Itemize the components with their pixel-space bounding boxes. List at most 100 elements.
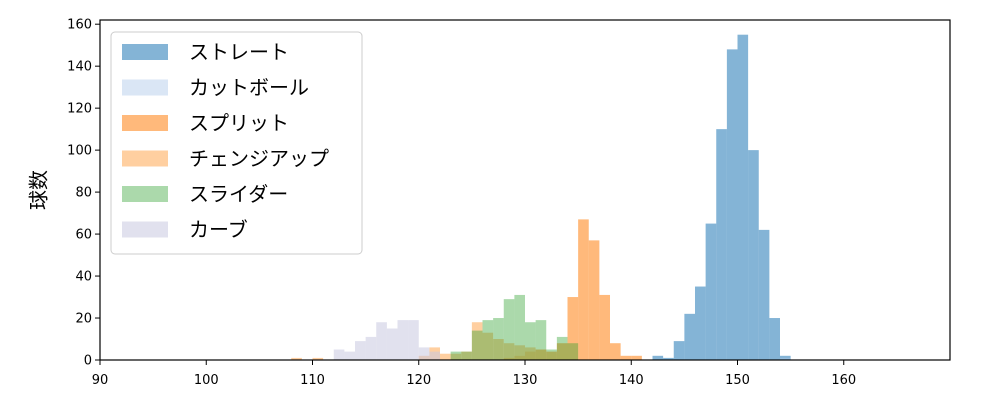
x-tick-label: 110 — [300, 373, 325, 388]
bar — [726, 49, 738, 360]
x-axis: 90 100 110 120 130 140 150 160 — [92, 360, 856, 388]
legend-item: スプリット — [122, 111, 289, 135]
bar — [493, 339, 504, 360]
bar — [673, 341, 685, 360]
bar — [386, 328, 398, 360]
x-tick-label: 140 — [619, 373, 644, 388]
legend-item: カーブ — [122, 218, 248, 242]
bar — [397, 320, 409, 360]
x-tick-label: 150 — [725, 373, 750, 388]
y-tick-label: 40 — [75, 270, 92, 285]
legend-swatch — [122, 79, 168, 96]
bar — [546, 353, 557, 360]
bar — [440, 353, 451, 360]
legend-label: スプリット — [189, 111, 289, 135]
bar — [599, 294, 610, 360]
bar — [493, 318, 504, 360]
y-tick-label: 80 — [75, 186, 92, 201]
bar — [695, 286, 706, 360]
bar — [525, 347, 536, 360]
legend-swatch — [122, 186, 168, 202]
bar — [716, 129, 727, 360]
y-tick-label: 160 — [67, 18, 92, 33]
bar — [503, 299, 515, 360]
bar — [652, 355, 664, 360]
y-tick-label: 60 — [75, 228, 92, 243]
series-2 — [780, 357, 791, 360]
y-tick-label: 140 — [67, 60, 92, 75]
bar — [418, 347, 430, 360]
bar — [461, 351, 472, 360]
y-axis-title: 球数 — [27, 170, 51, 210]
legend-item: スライダー — [122, 182, 288, 206]
y-tick-label: 20 — [75, 312, 92, 327]
legend-label: カーブ — [189, 218, 248, 242]
bars-layer — [291, 34, 791, 361]
x-tick-label: 100 — [194, 373, 219, 388]
legend-item: チェンジアップ — [122, 147, 329, 171]
legend-swatch — [122, 150, 168, 167]
bar — [291, 357, 302, 360]
bar — [535, 349, 547, 360]
bar — [556, 336, 568, 360]
bar — [758, 229, 770, 360]
bar — [737, 34, 749, 361]
bar — [333, 349, 345, 360]
legend-swatch — [122, 44, 168, 60]
bar — [546, 349, 557, 360]
legend-swatch — [122, 221, 168, 238]
bar — [482, 320, 494, 360]
legend-item: カットボール — [122, 76, 309, 100]
bar — [567, 297, 579, 360]
legend-label: チェンジアップ — [189, 147, 329, 171]
bar — [748, 150, 759, 360]
bar — [514, 294, 525, 360]
bar — [620, 355, 632, 360]
bar — [780, 355, 791, 360]
x-tick-label: 120 — [406, 373, 431, 388]
bar — [556, 343, 568, 360]
bar — [482, 332, 494, 360]
bar — [705, 223, 717, 360]
bar — [631, 355, 642, 360]
legend-item: ストレート — [122, 40, 289, 64]
series-1 — [652, 34, 791, 361]
bar — [578, 219, 589, 360]
y-axis: 0 20 40 60 80 100 120 140 160 — [67, 18, 100, 369]
bar — [429, 351, 440, 360]
bar — [556, 353, 568, 360]
y-tick-label: 0 — [84, 354, 92, 369]
x-tick-label: 90 — [92, 373, 109, 388]
y-tick-label: 100 — [67, 144, 92, 159]
bar — [355, 341, 366, 360]
legend-label: スライダー — [189, 182, 288, 206]
bar — [450, 351, 462, 360]
bar — [535, 320, 547, 360]
bar — [376, 322, 387, 360]
bar — [461, 351, 472, 360]
series-5 — [450, 294, 579, 360]
bar — [567, 343, 579, 360]
series-6 — [333, 320, 440, 360]
bar — [344, 351, 355, 360]
axes-layer: 90 100 110 120 130 140 150 160 0 20 40 60 80 100 120 1… — [27, 18, 951, 388]
legend-box — [110, 31, 363, 255]
legend-swatch — [122, 115, 168, 131]
bar — [365, 336, 377, 360]
bar — [503, 343, 515, 360]
bar — [610, 343, 621, 360]
legend-label: ストレート — [189, 40, 289, 64]
y-tick-label: 120 — [67, 102, 92, 117]
x-tick-label: 130 — [513, 373, 538, 388]
bar — [663, 357, 674, 360]
bar — [471, 330, 483, 360]
bar — [471, 322, 483, 360]
bar — [312, 357, 324, 360]
bar — [514, 345, 525, 360]
legend-label: カットボール — [189, 76, 309, 100]
bar — [588, 240, 600, 360]
x-tick-label: 160 — [831, 373, 856, 388]
bar — [684, 313, 695, 360]
